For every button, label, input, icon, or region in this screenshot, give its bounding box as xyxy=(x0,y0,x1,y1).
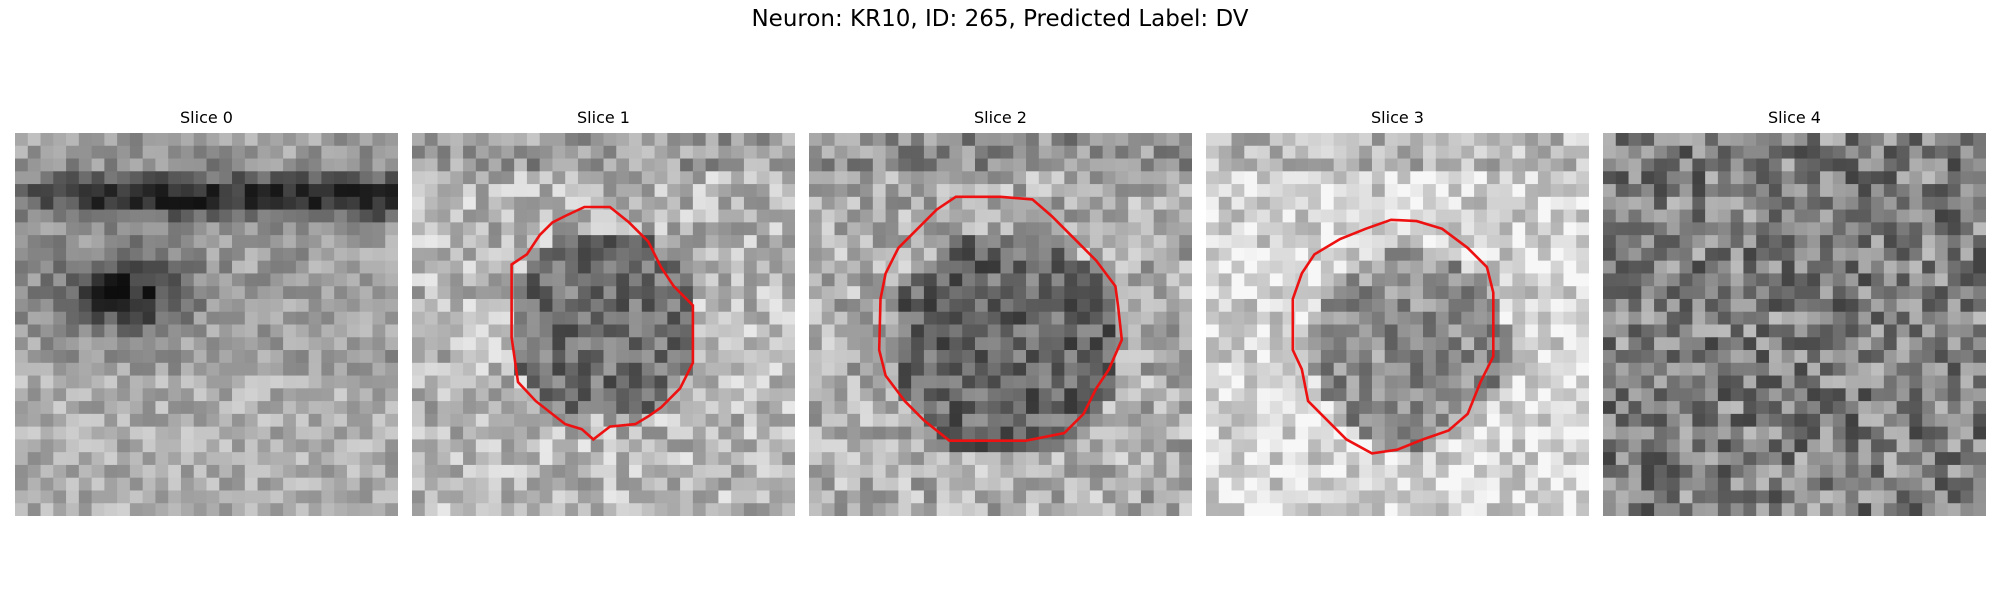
slice-image xyxy=(1206,133,1589,516)
neuron-contour xyxy=(877,195,1124,443)
slice-title: Slice 1 xyxy=(577,108,630,127)
neuron-contour xyxy=(1291,218,1495,455)
slice-panel-3: Slice 3 xyxy=(1206,108,1589,516)
slice-title: Slice 3 xyxy=(1371,108,1424,127)
slice-image xyxy=(1603,133,1986,516)
slice-panel-0: Slice 0 xyxy=(15,108,398,516)
slice-title: Slice 4 xyxy=(1768,108,1821,127)
slice-title: Slice 2 xyxy=(974,108,1027,127)
slice-image xyxy=(15,133,398,516)
slice-panel-1: Slice 1 xyxy=(412,108,795,516)
figure-title: Neuron: KR10, ID: 265, Predicted Label: … xyxy=(751,6,1249,32)
neuron-contour xyxy=(510,205,695,442)
slice-image xyxy=(809,133,1192,516)
slice-panel-2: Slice 2 xyxy=(809,108,1192,516)
slice-title: Slice 0 xyxy=(180,108,233,127)
slice-image xyxy=(412,133,795,516)
slice-panel-4: Slice 4 xyxy=(1603,108,1986,516)
